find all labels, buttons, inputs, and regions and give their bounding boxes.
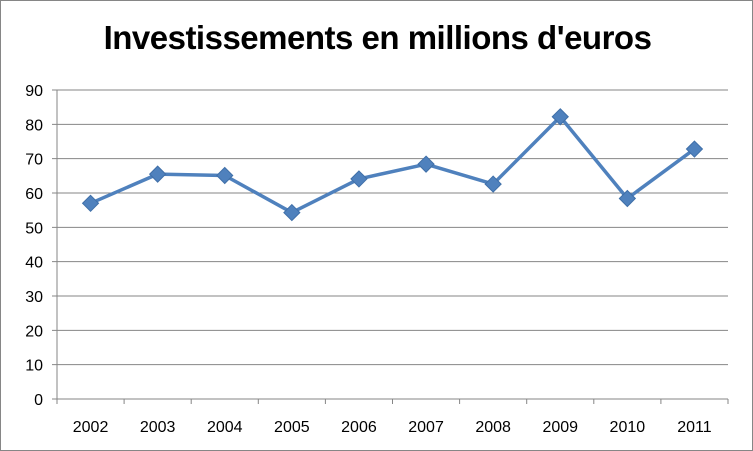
data-point-marker (484, 175, 502, 193)
data-point-marker (283, 203, 301, 222)
x-tick-label: 2009 (542, 419, 578, 436)
data-point-marker (618, 189, 637, 208)
data-point-marker (551, 108, 569, 126)
x-tick-label: 2006 (341, 419, 377, 436)
x-tick-label: 2007 (408, 419, 444, 436)
y-tick-label: 50 (25, 220, 43, 237)
y-tick-label: 20 (25, 323, 43, 340)
y-tick-label: 10 (25, 358, 43, 375)
x-tick-label: 2011 (677, 419, 712, 436)
chart-title: Investissements en millions d'euros (103, 19, 652, 56)
x-tick-label: 2008 (475, 419, 511, 436)
y-tick-label: 40 (25, 255, 43, 272)
y-tick-label: 60 (25, 186, 43, 203)
x-tick-label: 2004 (207, 419, 243, 436)
data-point-marker (81, 194, 100, 213)
x-tick-label: 2010 (610, 419, 646, 436)
y-tick-label: 70 (25, 152, 43, 169)
data-point-marker (216, 166, 234, 185)
y-tick-label: 90 (25, 83, 43, 100)
data-point-marker (417, 155, 435, 173)
x-tick-label: 2005 (274, 419, 310, 436)
y-tick-label: 80 (25, 117, 43, 134)
x-tick-label: 2003 (140, 419, 176, 436)
y-tick-label: 30 (25, 289, 43, 306)
data-point-marker (148, 165, 167, 183)
data-point-marker (685, 140, 704, 158)
y-tick-label: 0 (34, 392, 43, 409)
series-line (89, 115, 696, 215)
data-point-marker (350, 170, 368, 188)
x-tick-label: 2002 (73, 419, 109, 436)
